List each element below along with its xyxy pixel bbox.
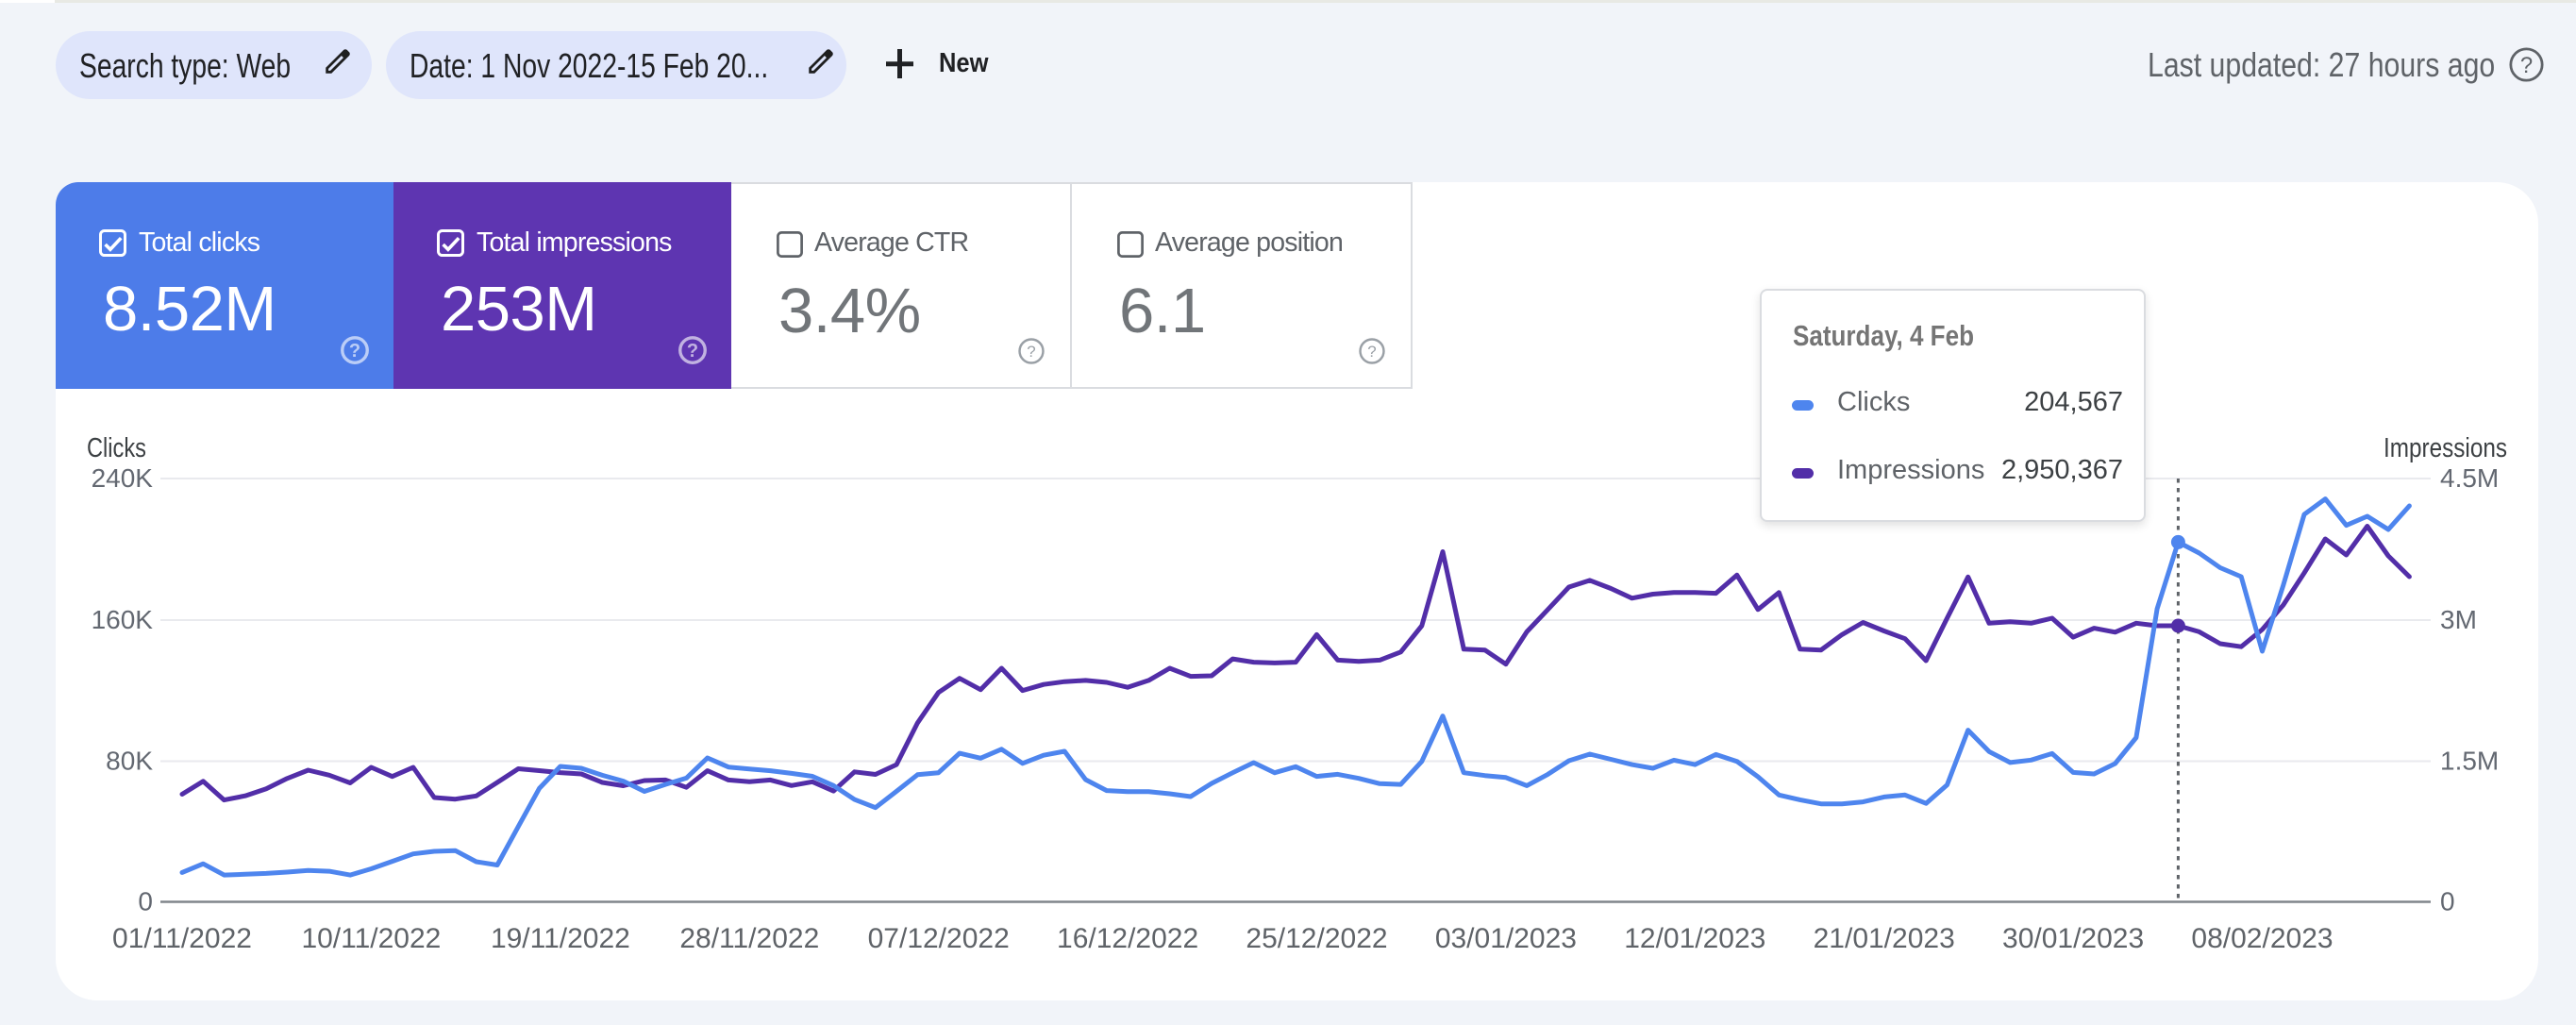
svg-text:?: ? <box>349 341 360 361</box>
svg-text:4.5M: 4.5M <box>2440 463 2499 493</box>
svg-text:?: ? <box>1027 343 1035 361</box>
svg-text:03/01/2023: 03/01/2023 <box>1435 923 1577 954</box>
svg-text:25/12/2022: 25/12/2022 <box>1246 923 1387 954</box>
svg-text:0: 0 <box>138 887 153 916</box>
svg-text:12/01/2023: 12/01/2023 <box>1624 923 1765 954</box>
svg-text:?: ? <box>687 341 698 361</box>
svg-text:08/02/2023: 08/02/2023 <box>2191 923 2333 954</box>
svg-text:1.5M: 1.5M <box>2440 747 2499 776</box>
svg-text:?: ? <box>2520 53 2533 78</box>
svg-text:Impressions: Impressions <box>2384 433 2507 463</box>
svg-text:Clicks: Clicks <box>87 433 146 463</box>
svg-text:30/01/2023: 30/01/2023 <box>2002 923 2144 954</box>
svg-text:80K: 80K <box>106 747 153 776</box>
svg-text:10/11/2022: 10/11/2022 <box>301 923 441 954</box>
svg-text:160K: 160K <box>92 605 154 634</box>
svg-text:240K: 240K <box>92 463 154 493</box>
svg-text:19/11/2022: 19/11/2022 <box>491 923 630 954</box>
svg-text:?: ? <box>1367 343 1376 361</box>
svg-text:07/12/2022: 07/12/2022 <box>868 923 1010 954</box>
svg-text:21/01/2023: 21/01/2023 <box>1814 923 1955 954</box>
svg-text:01/11/2022: 01/11/2022 <box>112 923 252 954</box>
svg-text:3M: 3M <box>2440 605 2477 634</box>
svg-text:0: 0 <box>2440 887 2455 916</box>
svg-text:28/11/2022: 28/11/2022 <box>679 923 819 954</box>
svg-text:16/12/2022: 16/12/2022 <box>1057 923 1198 954</box>
